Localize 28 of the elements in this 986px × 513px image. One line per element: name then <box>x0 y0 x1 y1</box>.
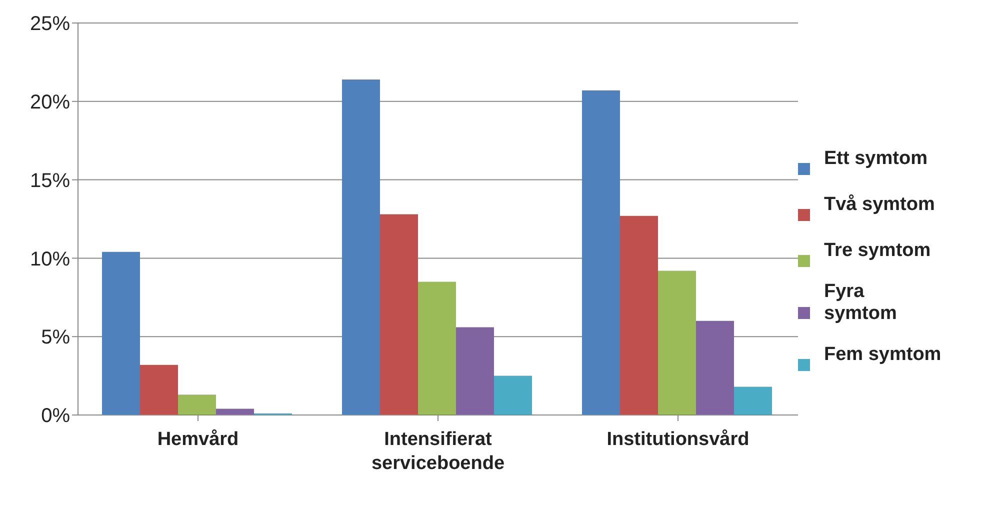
x-tick-label: Institutionsvård <box>606 429 750 450</box>
bar <box>178 394 216 415</box>
legend-label: Tre symtom <box>824 240 932 262</box>
bar <box>658 270 696 415</box>
legend-label: Fem symtom <box>824 344 942 366</box>
bar <box>582 90 620 415</box>
bar <box>696 320 734 415</box>
y-tick-label: 15% <box>30 170 70 192</box>
bar <box>456 327 494 415</box>
bar <box>380 214 418 415</box>
y-tick-label: 20% <box>30 92 70 114</box>
bar <box>494 376 532 415</box>
x-tick-label: Hemvård <box>157 429 239 450</box>
y-tick-label: 25% <box>30 13 70 36</box>
bar <box>734 386 772 415</box>
y-tick-label: 0% <box>41 405 70 428</box>
x-tick-label: Intensifierat serviceboende <box>371 429 505 474</box>
y-tick-label: 5% <box>41 326 70 349</box>
bar <box>140 364 178 415</box>
y-tick-label: 10% <box>30 248 70 270</box>
bar <box>216 408 254 415</box>
legend-label: Två symtom <box>824 194 936 216</box>
bar <box>418 282 456 415</box>
bar <box>620 216 658 415</box>
bar <box>342 79 380 415</box>
legend-label: Fyra symtom <box>824 280 898 324</box>
bar <box>102 252 140 415</box>
legend-label: Ett symtom <box>824 148 928 170</box>
